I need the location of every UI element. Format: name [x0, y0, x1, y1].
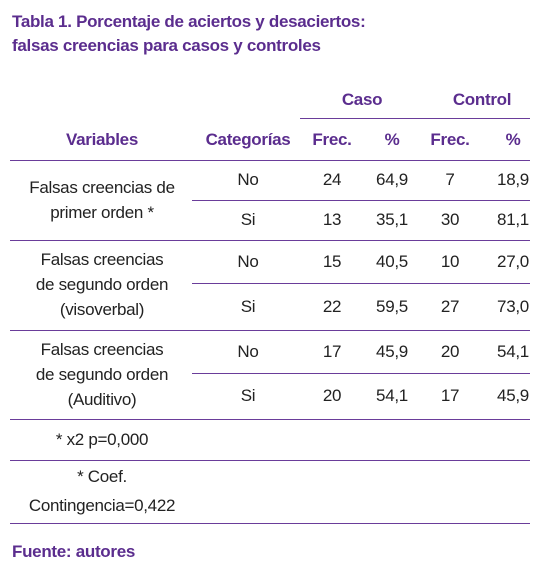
source: Fuente: autores: [12, 542, 136, 561]
table-title: Tabla 1. Porcentaje de aciertos y desaci…: [12, 12, 366, 31]
cell: Si: [240, 386, 256, 405]
cell: 27: [440, 296, 460, 316]
rule: [10, 160, 530, 161]
cell: 64,9: [376, 170, 408, 189]
cell: No: [237, 251, 259, 271]
cell: 35,1: [376, 210, 408, 229]
cell: 20: [322, 386, 342, 405]
variable-label: (visoverbal): [59, 300, 145, 319]
note: * Coef.: [77, 467, 127, 486]
cell: 22: [322, 296, 342, 316]
cell: 73,0: [497, 296, 529, 316]
rule: [10, 523, 530, 524]
cell: 27,0: [497, 251, 529, 271]
cell: 40,5: [376, 251, 408, 271]
column-header: %: [384, 130, 400, 149]
column-header: Frec.: [430, 130, 470, 149]
variable-label: (Auditivo): [67, 389, 137, 409]
rule: [192, 283, 530, 284]
column-header: Variables: [66, 130, 138, 149]
cell: 81,1: [497, 210, 529, 229]
column-header: Frec.: [312, 130, 352, 149]
cell: 45,9: [497, 386, 529, 405]
rule: [192, 373, 530, 374]
column-header: %: [505, 130, 521, 149]
cell: Si: [240, 296, 256, 316]
rule: [10, 419, 530, 420]
variable-label: de segundo orden: [35, 275, 169, 294]
note: * x2 p=0,000: [55, 429, 149, 449]
note: Contingencia=0,422: [28, 496, 176, 515]
group-header: Caso: [341, 90, 383, 109]
cell: 54,1: [497, 341, 529, 361]
cell: 10: [440, 251, 460, 271]
variable-label: Falsas creencias de: [29, 177, 175, 197]
variable-label: de segundo orden: [35, 364, 169, 384]
cell: 20: [440, 341, 460, 361]
variable-label: primer orden *: [50, 202, 154, 222]
column-header: Categorías: [205, 130, 291, 149]
variable-label: Falsas creencias: [40, 339, 164, 359]
cell: 24: [322, 170, 342, 189]
rule: [10, 330, 530, 331]
cell: 54,1: [376, 386, 408, 405]
cell: 7: [445, 170, 455, 189]
cell: 18,9: [497, 170, 529, 189]
cell: Si: [240, 210, 256, 229]
cell: No: [237, 170, 259, 189]
variable-label: Falsas creencias: [40, 250, 164, 269]
rule: [300, 118, 530, 119]
rule: [10, 240, 530, 241]
cell: 30: [440, 210, 460, 229]
cell: 17: [440, 386, 460, 405]
cell: 15: [322, 251, 342, 271]
cell: No: [237, 341, 259, 361]
table-title: falsas creencias para casos y controles: [12, 36, 321, 55]
rule: [192, 200, 530, 201]
cell: 17: [322, 341, 342, 361]
rule: [10, 460, 530, 461]
cell: 13: [322, 210, 342, 229]
cell: 45,9: [376, 341, 408, 361]
cell: 59,5: [376, 296, 408, 316]
group-header: Control: [452, 90, 512, 109]
